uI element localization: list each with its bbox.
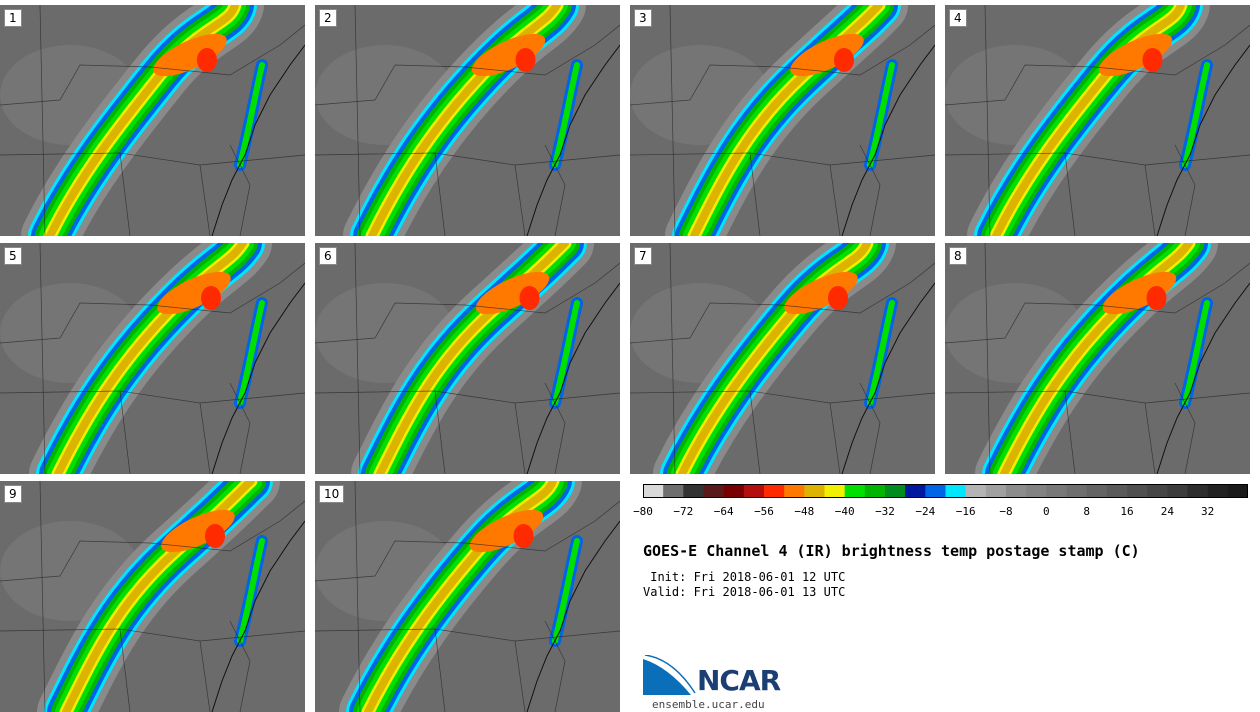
colorbar-segment [864,484,886,498]
colorbar-tick-label: −8 [999,505,1013,518]
member-number-label: 9 [4,485,22,503]
ensemble-member-panel: 6 [315,243,620,474]
ir-satellite-map [315,481,620,712]
colorbar-tick-label: 24 [1160,505,1174,518]
colorbar-tick-label: −72 [673,505,694,518]
ensemble-member-panel: 8 [945,243,1250,474]
colorbar-segment [1106,484,1128,498]
logo-name: NCAR [697,664,781,697]
colorbar-segment [1227,484,1248,498]
colorbar-segment [1086,484,1108,498]
colorbar-tick-label: −24 [915,505,936,518]
colorbar-tick-label: −32 [875,505,895,518]
colorbar-segment [1167,484,1188,498]
colorbar-segment [723,484,745,498]
colorbar-tick-label: −40 [834,505,855,518]
colorbar-tick-label: −80 [633,505,653,518]
figure-title: GOES-E Channel 4 (IR) brightness temp po… [643,542,1140,560]
ir-satellite-map [630,243,935,474]
ir-satellite-map [945,243,1250,474]
colorbar-tick-label: 32 [1201,505,1215,518]
ir-satellite-map [630,5,935,236]
colorbar-segment [1066,484,1088,498]
colorbar-segment [1127,484,1148,498]
colorbar-segment [945,484,967,498]
ensemble-member-panel: 5 [0,243,305,474]
colorbar-segment [1207,484,1229,498]
colorbar-segment [663,484,684,498]
ensemble-member-panel: 1 [0,5,305,236]
colorbar-segment [1147,484,1168,498]
member-number-label: 8 [949,247,967,265]
colorbar-segment [764,484,785,498]
member-number-label: 5 [4,247,22,265]
ensemble-member-panel: 10 [315,481,620,712]
ensemble-member-panel: 2 [315,5,620,236]
ensemble-member-panel: 7 [630,243,935,474]
member-number-label: 1 [4,9,22,27]
ir-satellite-map [0,5,305,236]
ir-satellite-map [945,5,1250,236]
colorbar-segment [905,484,926,498]
colorbar-tick-label: 0 [1043,505,1050,518]
member-number-label: 4 [949,9,967,27]
colorbar-segment [824,484,846,498]
colorbar-segment [1026,484,1047,498]
colorbar-segment [985,484,1007,498]
colorbar-segment [743,484,765,498]
colorbar-tick-label: −64 [713,505,734,518]
colorbar-segment [1006,484,1027,498]
colorbar-segment [965,484,987,498]
member-number-label: 6 [319,247,337,265]
colorbar-segment [885,484,906,498]
ir-satellite-map [315,5,620,236]
colorbar [643,484,1248,498]
colorbar-segment [1187,484,1209,498]
ir-satellite-map [0,243,305,474]
ensemble-member-panel: 4 [945,5,1250,236]
colorbar-tick-label: −48 [794,505,815,518]
ir-satellite-map [315,243,620,474]
colorbar-ticks: −80 −72 −64 −56 −48 −40 −32 −24 −16 −8 0 8 16 24 32 [633,505,1260,521]
member-number-label: 10 [319,485,345,503]
member-number-label: 3 [634,9,652,27]
colorbar-segment [643,484,664,498]
member-number-label: 7 [634,247,652,265]
ir-satellite-map [0,481,305,712]
colorbar-tick-label: 8 [1083,505,1090,518]
member-number-label: 2 [319,9,337,27]
logo-url[interactable]: ensemble.ucar.edu [652,698,765,711]
colorbar-segment [844,484,866,498]
colorbar-tick-label: 16 [1120,505,1134,518]
colorbar-tick-label: −16 [955,505,976,518]
ensemble-member-panel: 3 [630,5,935,236]
colorbar-segment [703,484,725,498]
ncar-logo-icon [643,655,696,696]
init-time: Init: Fri 2018-06-01 12 UTC [643,570,846,584]
colorbar-segment [683,484,704,498]
colorbar-segment [1046,484,1067,498]
ensemble-member-panel: 9 [0,481,305,712]
colorbar-segment [925,484,946,498]
colorbar-segment [804,484,825,498]
valid-time: Valid: Fri 2018-06-01 13 UTC [643,585,846,599]
colorbar-segment [784,484,805,498]
colorbar-tick-label: −56 [754,505,774,518]
